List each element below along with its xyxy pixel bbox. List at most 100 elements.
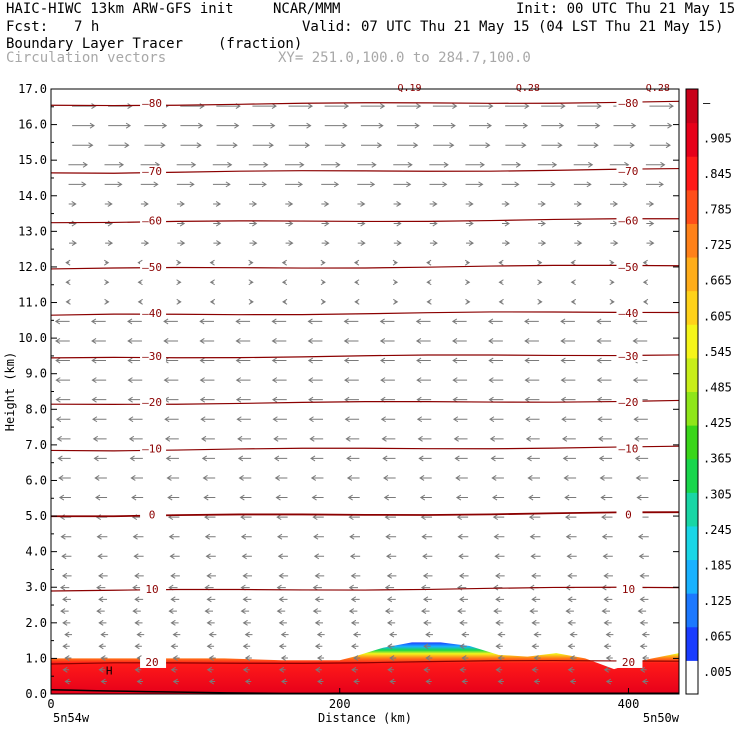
vector-arrow xyxy=(96,533,108,540)
vector-arrow xyxy=(62,666,70,673)
vector-arrow xyxy=(495,643,503,650)
vector-arrow xyxy=(129,455,143,462)
vector-arrow xyxy=(498,259,504,266)
vector-arrow xyxy=(527,475,541,481)
vector-arrow xyxy=(455,475,468,481)
vector-arrow xyxy=(100,631,109,638)
vector-arrow xyxy=(134,572,144,579)
y-tick-label: 13.0 xyxy=(18,224,47,238)
vector-arrow xyxy=(537,259,543,266)
vector-arrow xyxy=(176,279,182,286)
vector-arrow xyxy=(636,494,649,501)
vector-arrow xyxy=(383,494,396,501)
vector-arrow xyxy=(461,655,469,661)
vector-arrow xyxy=(530,553,541,560)
vector-arrow xyxy=(98,666,106,673)
vector-arrow xyxy=(307,318,323,325)
vector-arrow xyxy=(237,455,252,462)
contour-label-bg xyxy=(616,98,643,110)
vector-arrow xyxy=(321,161,341,168)
vector-arrow xyxy=(235,357,251,364)
vector-arrow xyxy=(466,240,474,247)
vector-arrow xyxy=(646,181,664,188)
colorbar-swatch xyxy=(686,593,698,628)
vector-arrow xyxy=(271,338,287,344)
vector-arrow xyxy=(91,377,107,384)
vector-arrow xyxy=(324,103,350,110)
vector-arrow xyxy=(209,298,216,305)
colorbar-swatch xyxy=(686,525,698,561)
y-tick-label: 8.0 xyxy=(25,402,47,416)
contour-label-bg xyxy=(140,584,167,596)
vector-arrow xyxy=(379,338,395,344)
vector-arrow xyxy=(458,572,469,579)
vector-arrow xyxy=(284,161,305,168)
vector-arrow xyxy=(603,643,612,650)
vector-arrow xyxy=(563,475,577,481)
vector-arrow xyxy=(344,416,360,423)
colorbar-label: .545 xyxy=(703,345,732,359)
vector-arrow xyxy=(163,377,179,384)
vector-arrow xyxy=(570,259,576,266)
vector-arrow xyxy=(560,357,576,364)
vector-arrow xyxy=(277,553,288,560)
vector-arrow xyxy=(603,596,613,603)
vector-arrow xyxy=(343,318,359,325)
vector-arrow xyxy=(396,103,422,110)
vector-arrow xyxy=(465,181,484,188)
vector-arrow xyxy=(537,298,543,305)
plot-area xyxy=(51,89,679,694)
colorbar-label: .005 xyxy=(703,665,732,679)
vector-arrow xyxy=(93,455,107,462)
vector-arrow xyxy=(393,298,399,305)
vector-arrow xyxy=(609,298,615,305)
vector-arrow xyxy=(168,533,180,540)
vector-arrow xyxy=(98,619,107,626)
vector-arrow xyxy=(176,161,197,168)
vector-arrow xyxy=(596,338,612,344)
vector-arrow xyxy=(65,298,71,305)
vector-arrow xyxy=(560,338,576,344)
vector-arrow xyxy=(429,201,438,207)
vector-arrow xyxy=(526,455,540,462)
vector-arrow xyxy=(569,678,577,685)
vector-arrow xyxy=(421,533,433,540)
vector-arrow xyxy=(609,181,628,188)
vector-arrow xyxy=(524,318,539,325)
vector-arrow xyxy=(242,596,252,603)
vector-arrow xyxy=(468,103,494,110)
vector-arrow xyxy=(422,553,433,560)
vector-arrow xyxy=(136,678,143,685)
vector-arrow xyxy=(501,220,510,227)
vector-arrow xyxy=(288,122,312,129)
vector-arrow xyxy=(312,608,322,615)
vector-arrow xyxy=(271,377,287,384)
vector-arrow xyxy=(577,122,601,129)
temperature-contours: –80 –80 –70 –70 –60 –60 –50 –50 –40 –40 –30 –30 –20 –… xyxy=(50,97,680,669)
vector-arrow xyxy=(603,666,611,673)
vector-arrow xyxy=(200,416,215,423)
vector-arrow xyxy=(180,142,202,149)
vector-arrow xyxy=(281,259,287,266)
vector-arrow xyxy=(564,514,577,521)
vector-arrow xyxy=(278,643,287,650)
vector-arrow xyxy=(465,298,471,305)
contour-label: –70 xyxy=(619,165,639,178)
vector-arrow xyxy=(501,201,510,207)
vector-arrow xyxy=(307,338,323,344)
vector-arrow xyxy=(531,596,541,603)
field-units: (fraction) xyxy=(218,36,303,52)
vector-arrow xyxy=(531,643,539,650)
vector-arrow xyxy=(529,608,538,615)
contour-label: –60 xyxy=(619,215,639,228)
vector-arrow xyxy=(389,678,396,685)
vector-arrow xyxy=(565,608,574,615)
vector-arrow xyxy=(172,655,180,661)
vector-arrow xyxy=(357,240,366,247)
vector-arrow xyxy=(457,608,466,615)
vector-arrow xyxy=(163,318,178,325)
vector-arrow xyxy=(349,553,361,560)
contour-label: 0 xyxy=(625,508,632,521)
vector-arrow xyxy=(610,240,619,247)
vector-arrow xyxy=(213,220,222,227)
